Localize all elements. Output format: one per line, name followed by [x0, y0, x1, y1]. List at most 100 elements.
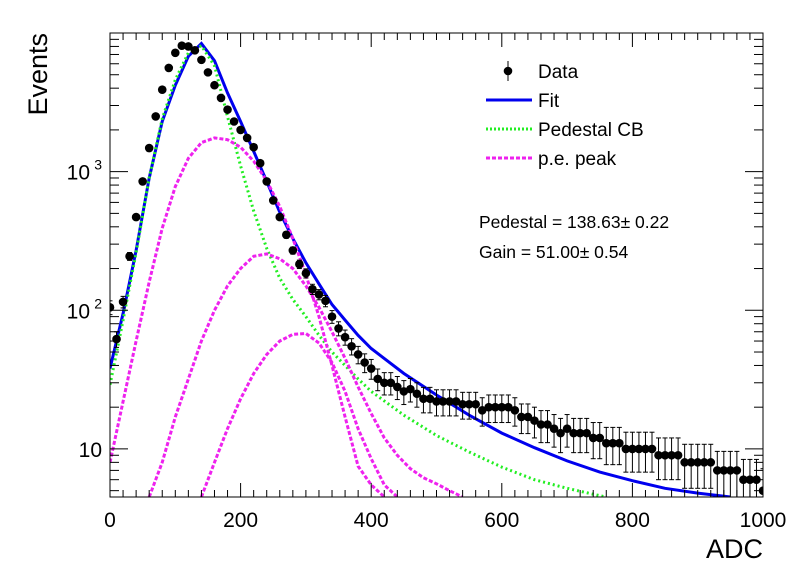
- data-point: [739, 458, 748, 497]
- data-marker: [693, 458, 702, 467]
- data-point: [157, 85, 167, 94]
- data-point: [726, 450, 735, 497]
- data-marker: [399, 387, 409, 396]
- data-marker: [295, 259, 304, 269]
- data-point: [366, 358, 376, 380]
- data-point: [686, 443, 696, 489]
- plot-area: [110, 41, 763, 497]
- data-point: [601, 426, 611, 466]
- data-point: [445, 389, 454, 417]
- data-point: [229, 117, 239, 126]
- data-point: [164, 63, 174, 73]
- data-marker: [680, 458, 689, 467]
- data-point: [321, 294, 330, 308]
- data-point: [497, 394, 507, 424]
- data-marker: [249, 142, 258, 152]
- data-point: [556, 417, 565, 454]
- data-point: [673, 437, 683, 481]
- legend-label: p.e. peak: [538, 149, 617, 170]
- data-marker: [530, 416, 539, 425]
- data-marker: [654, 450, 663, 460]
- data-marker: [562, 424, 572, 433]
- legend-label: Fit: [538, 91, 560, 112]
- data-point: [712, 450, 722, 497]
- x-tick-label: 400: [354, 509, 389, 532]
- legend-label: Data: [538, 62, 579, 83]
- data-marker: [301, 268, 311, 278]
- legend-item: Fit: [486, 91, 560, 112]
- data-marker: [386, 378, 396, 388]
- data-marker: [314, 290, 324, 299]
- series-line-fit: [110, 41, 731, 497]
- plot-frame: [109, 32, 764, 498]
- data-point: [295, 259, 304, 270]
- y-axis-label: Events: [23, 33, 53, 116]
- data-marker: [615, 438, 624, 448]
- data-point: [190, 46, 200, 55]
- data-marker: [706, 458, 716, 467]
- data-marker: [497, 402, 507, 412]
- data-point: [184, 42, 193, 51]
- data-point: [151, 112, 161, 121]
- data-point: [262, 177, 272, 186]
- data-marker: [242, 133, 252, 143]
- data-point: [249, 142, 258, 152]
- data-marker: [575, 428, 585, 438]
- data-marker: [588, 433, 598, 443]
- data-marker: [582, 428, 591, 438]
- data-point: [393, 375, 402, 401]
- data-point: [745, 458, 755, 497]
- legend-item: p.e. peak: [486, 149, 617, 170]
- data-marker: [608, 438, 618, 448]
- data-point: [706, 443, 716, 489]
- data-marker: [125, 252, 134, 261]
- data-point: [517, 403, 526, 435]
- data-marker: [667, 450, 676, 460]
- data-point: [654, 437, 663, 481]
- data-marker: [732, 466, 742, 475]
- data-marker: [340, 332, 350, 342]
- data-marker: [641, 444, 650, 454]
- data-point: [177, 41, 187, 50]
- data-marker: [634, 444, 644, 454]
- data-point: [268, 196, 278, 205]
- data-point: [660, 437, 670, 481]
- data-point: [451, 389, 461, 417]
- data-point: [406, 378, 415, 403]
- data-point: [275, 212, 285, 222]
- data-point: [282, 230, 291, 240]
- data-marker: [197, 55, 206, 65]
- data-marker: [379, 378, 389, 388]
- legend-label: Pedestal CB: [538, 120, 644, 141]
- data-point: [536, 410, 546, 444]
- data-point: [680, 443, 689, 489]
- data-marker: [739, 475, 748, 484]
- data-marker: [334, 324, 343, 333]
- data-marker: [229, 117, 239, 126]
- data-marker: [360, 358, 369, 367]
- data-point: [608, 426, 618, 466]
- data-marker: [210, 80, 219, 90]
- y-tick-label: 10: [67, 162, 90, 185]
- data-point: [752, 458, 761, 497]
- data-marker: [438, 397, 448, 406]
- data-point: [223, 105, 232, 114]
- data-point: [543, 410, 552, 444]
- data-marker: [203, 68, 213, 77]
- data-marker: [726, 466, 735, 475]
- data-marker: [393, 382, 402, 392]
- data-marker: [601, 438, 611, 448]
- data-point: [438, 389, 448, 417]
- data-point: [471, 391, 480, 420]
- data-marker: [451, 397, 461, 406]
- data-point: [419, 386, 428, 414]
- data-point: [562, 414, 572, 448]
- data-marker: [419, 394, 428, 404]
- axis-ticks: [109, 32, 764, 497]
- y-tick-exponent: 3: [94, 157, 102, 173]
- data-point: [484, 394, 494, 424]
- data-point: [360, 353, 369, 374]
- data-marker: [275, 212, 285, 222]
- series-line-p-e-peak: [147, 252, 464, 497]
- data-point: [118, 295, 128, 309]
